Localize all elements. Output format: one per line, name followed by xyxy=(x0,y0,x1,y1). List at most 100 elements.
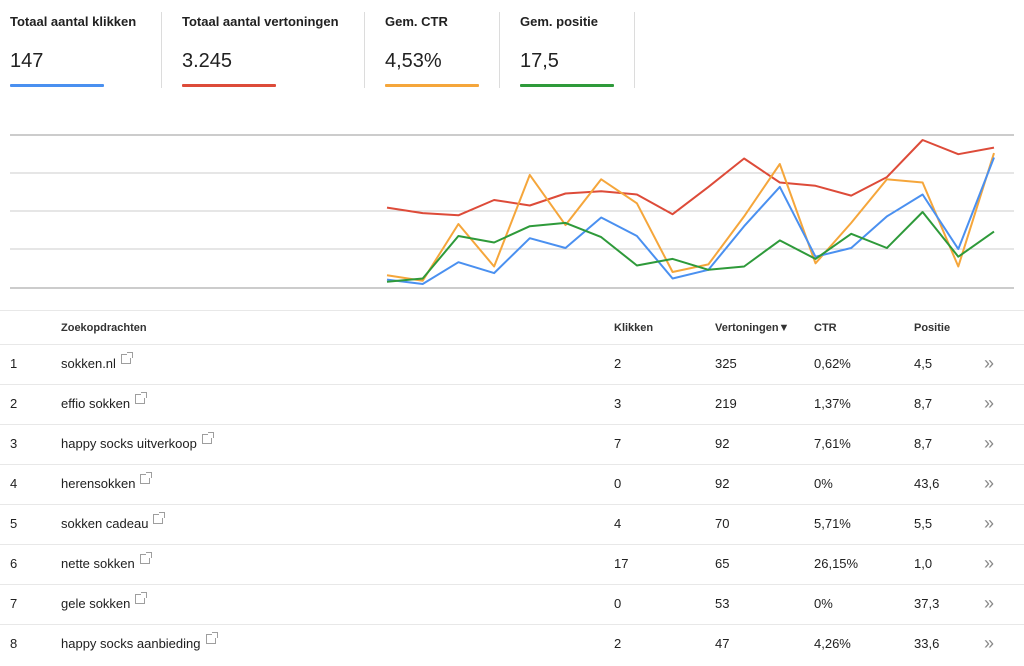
column-header-ctr[interactable]: CTR xyxy=(814,322,837,334)
impressions-cell: 92 xyxy=(715,436,730,451)
column-header-query[interactable]: Zoekopdrachten xyxy=(61,322,147,334)
position-cell: 37,3 xyxy=(914,596,940,611)
divider xyxy=(634,12,635,88)
table-row[interactable]: 6 nette sokken 17 65 26,15% 1,0 » xyxy=(0,544,1024,585)
column-header-position[interactable]: Positie xyxy=(914,322,951,334)
table-row[interactable]: 2 effio sokken 3 219 1,37% 8,7 » xyxy=(0,384,1024,425)
chevron-right-double-icon[interactable]: » xyxy=(984,433,994,453)
metric-impressions[interactable]: Totaal aantal vertoningen 3.245 xyxy=(182,0,372,88)
ctr-cell: 0% xyxy=(814,596,833,611)
metric-value: 4,53% xyxy=(385,50,442,72)
metric-value: 17,5 xyxy=(520,50,559,72)
table-row[interactable]: 4 herensokken 0 92 0% 43,6 » xyxy=(0,464,1024,505)
series-line-0 xyxy=(386,139,995,217)
column-header-impressions[interactable]: Vertoningen▼ xyxy=(715,322,790,334)
query-cell[interactable]: sokken cadeau xyxy=(61,512,166,531)
metric-label: Gem. CTR xyxy=(385,14,448,29)
metric-color-bar xyxy=(385,84,479,87)
metric-label: Totaal aantal klikken xyxy=(10,14,137,29)
ctr-cell: 0,62% xyxy=(814,356,851,371)
query-text[interactable]: effio sokken xyxy=(61,396,131,411)
ctr-cell: 1,37% xyxy=(814,396,851,411)
chevron-right-double-icon[interactable]: » xyxy=(984,353,994,373)
table-row[interactable]: 5 sokken cadeau 4 70 5,71% 5,5 » xyxy=(0,504,1024,545)
ctr-cell: 5,71% xyxy=(814,516,851,531)
query-cell[interactable]: effio sokken xyxy=(61,392,148,411)
impressions-cell: 47 xyxy=(715,636,730,651)
chevron-right-double-icon[interactable]: » xyxy=(984,593,994,613)
query-cell[interactable]: gele sokken xyxy=(61,592,148,611)
clicks-cell: 4 xyxy=(614,516,622,531)
external-link-icon[interactable] xyxy=(153,512,166,524)
chevron-right-double-icon[interactable]: » xyxy=(984,473,994,493)
metrics-summary: Totaal aantal klikken 147 Totaal aantal … xyxy=(0,0,640,95)
query-text[interactable]: sokken cadeau xyxy=(61,516,149,531)
metric-color-bar xyxy=(520,84,614,87)
series-line-3 xyxy=(386,211,995,283)
metric-color-bar xyxy=(10,84,104,87)
clicks-cell: 0 xyxy=(614,596,622,611)
chevron-right-double-icon[interactable]: » xyxy=(984,393,994,413)
table-row[interactable]: 7 gele sokken 0 53 0% 37,3 » xyxy=(0,584,1024,625)
external-link-icon[interactable] xyxy=(205,632,218,644)
row-index: 7 xyxy=(10,596,18,611)
table-row[interactable]: 3 happy socks uitverkoop 7 92 7,61% 8,7 » xyxy=(0,424,1024,465)
query-cell[interactable]: happy socks uitverkoop xyxy=(61,432,214,451)
column-header-clicks[interactable]: Klikken xyxy=(614,322,654,334)
query-text[interactable]: gele sokken xyxy=(61,596,131,611)
row-index: 3 xyxy=(10,436,18,451)
query-text[interactable]: happy socks aanbieding xyxy=(61,636,201,651)
impressions-cell: 65 xyxy=(715,556,730,571)
row-index: 8 xyxy=(10,636,18,651)
clicks-cell: 2 xyxy=(614,356,622,371)
metric-value: 3.245 xyxy=(182,50,233,72)
query-text[interactable]: happy socks uitverkoop xyxy=(61,436,197,451)
external-link-icon[interactable] xyxy=(135,392,148,404)
external-link-icon[interactable] xyxy=(201,432,214,444)
table-row[interactable]: 1 sokken.nl 2 325 0,62% 4,5 » xyxy=(0,344,1024,385)
metric-color-bar xyxy=(182,84,276,87)
clicks-cell: 2 xyxy=(614,636,622,651)
external-link-icon[interactable] xyxy=(135,592,148,604)
query-cell[interactable]: herensokken xyxy=(61,472,153,491)
query-text[interactable]: nette sokken xyxy=(61,556,135,571)
position-cell: 8,7 xyxy=(914,436,933,451)
clicks-cell: 17 xyxy=(614,556,629,571)
chevron-right-double-icon[interactable]: » xyxy=(984,553,994,573)
ctr-cell: 4,26% xyxy=(814,636,851,651)
clicks-cell: 3 xyxy=(614,396,622,411)
chevron-right-double-icon[interactable]: » xyxy=(984,633,994,653)
row-index: 1 xyxy=(10,356,18,371)
series-line-2 xyxy=(386,157,995,285)
impressions-cell: 53 xyxy=(715,596,730,611)
query-cell[interactable]: happy socks aanbieding xyxy=(61,632,218,651)
performance-chart xyxy=(10,134,1014,289)
impressions-cell: 92 xyxy=(715,476,730,491)
position-cell: 4,5 xyxy=(914,356,933,371)
series-line-1 xyxy=(386,152,995,282)
impressions-cell: 325 xyxy=(715,356,737,371)
metric-label: Gem. positie xyxy=(520,14,599,29)
impressions-cell: 70 xyxy=(715,516,730,531)
divider xyxy=(499,12,500,88)
query-cell[interactable]: nette sokken xyxy=(61,552,152,571)
position-cell: 33,6 xyxy=(914,636,940,651)
query-cell[interactable]: sokken.nl xyxy=(61,352,133,371)
position-cell: 5,5 xyxy=(914,516,933,531)
row-index: 6 xyxy=(10,556,18,571)
external-link-icon[interactable] xyxy=(140,472,153,484)
chevron-right-double-icon[interactable]: » xyxy=(984,513,994,533)
metric-label: Totaal aantal vertoningen xyxy=(182,14,339,29)
metric-clicks[interactable]: Totaal aantal klikken 147 xyxy=(10,0,160,88)
query-text[interactable]: sokken.nl xyxy=(61,356,116,371)
table-row[interactable]: 8 happy socks aanbieding 2 47 4,26% 33,6 » xyxy=(0,624,1024,665)
row-index: 2 xyxy=(10,396,18,411)
query-text[interactable]: herensokken xyxy=(61,476,136,491)
impressions-cell: 219 xyxy=(715,396,737,411)
position-cell: 43,6 xyxy=(914,476,940,491)
external-link-icon[interactable] xyxy=(139,552,152,564)
external-link-icon[interactable] xyxy=(120,352,133,364)
metric-position[interactable]: Gem. positie 17,5 xyxy=(520,0,630,88)
row-index: 5 xyxy=(10,516,18,531)
metric-ctr[interactable]: Gem. CTR 4,53% xyxy=(385,0,495,88)
